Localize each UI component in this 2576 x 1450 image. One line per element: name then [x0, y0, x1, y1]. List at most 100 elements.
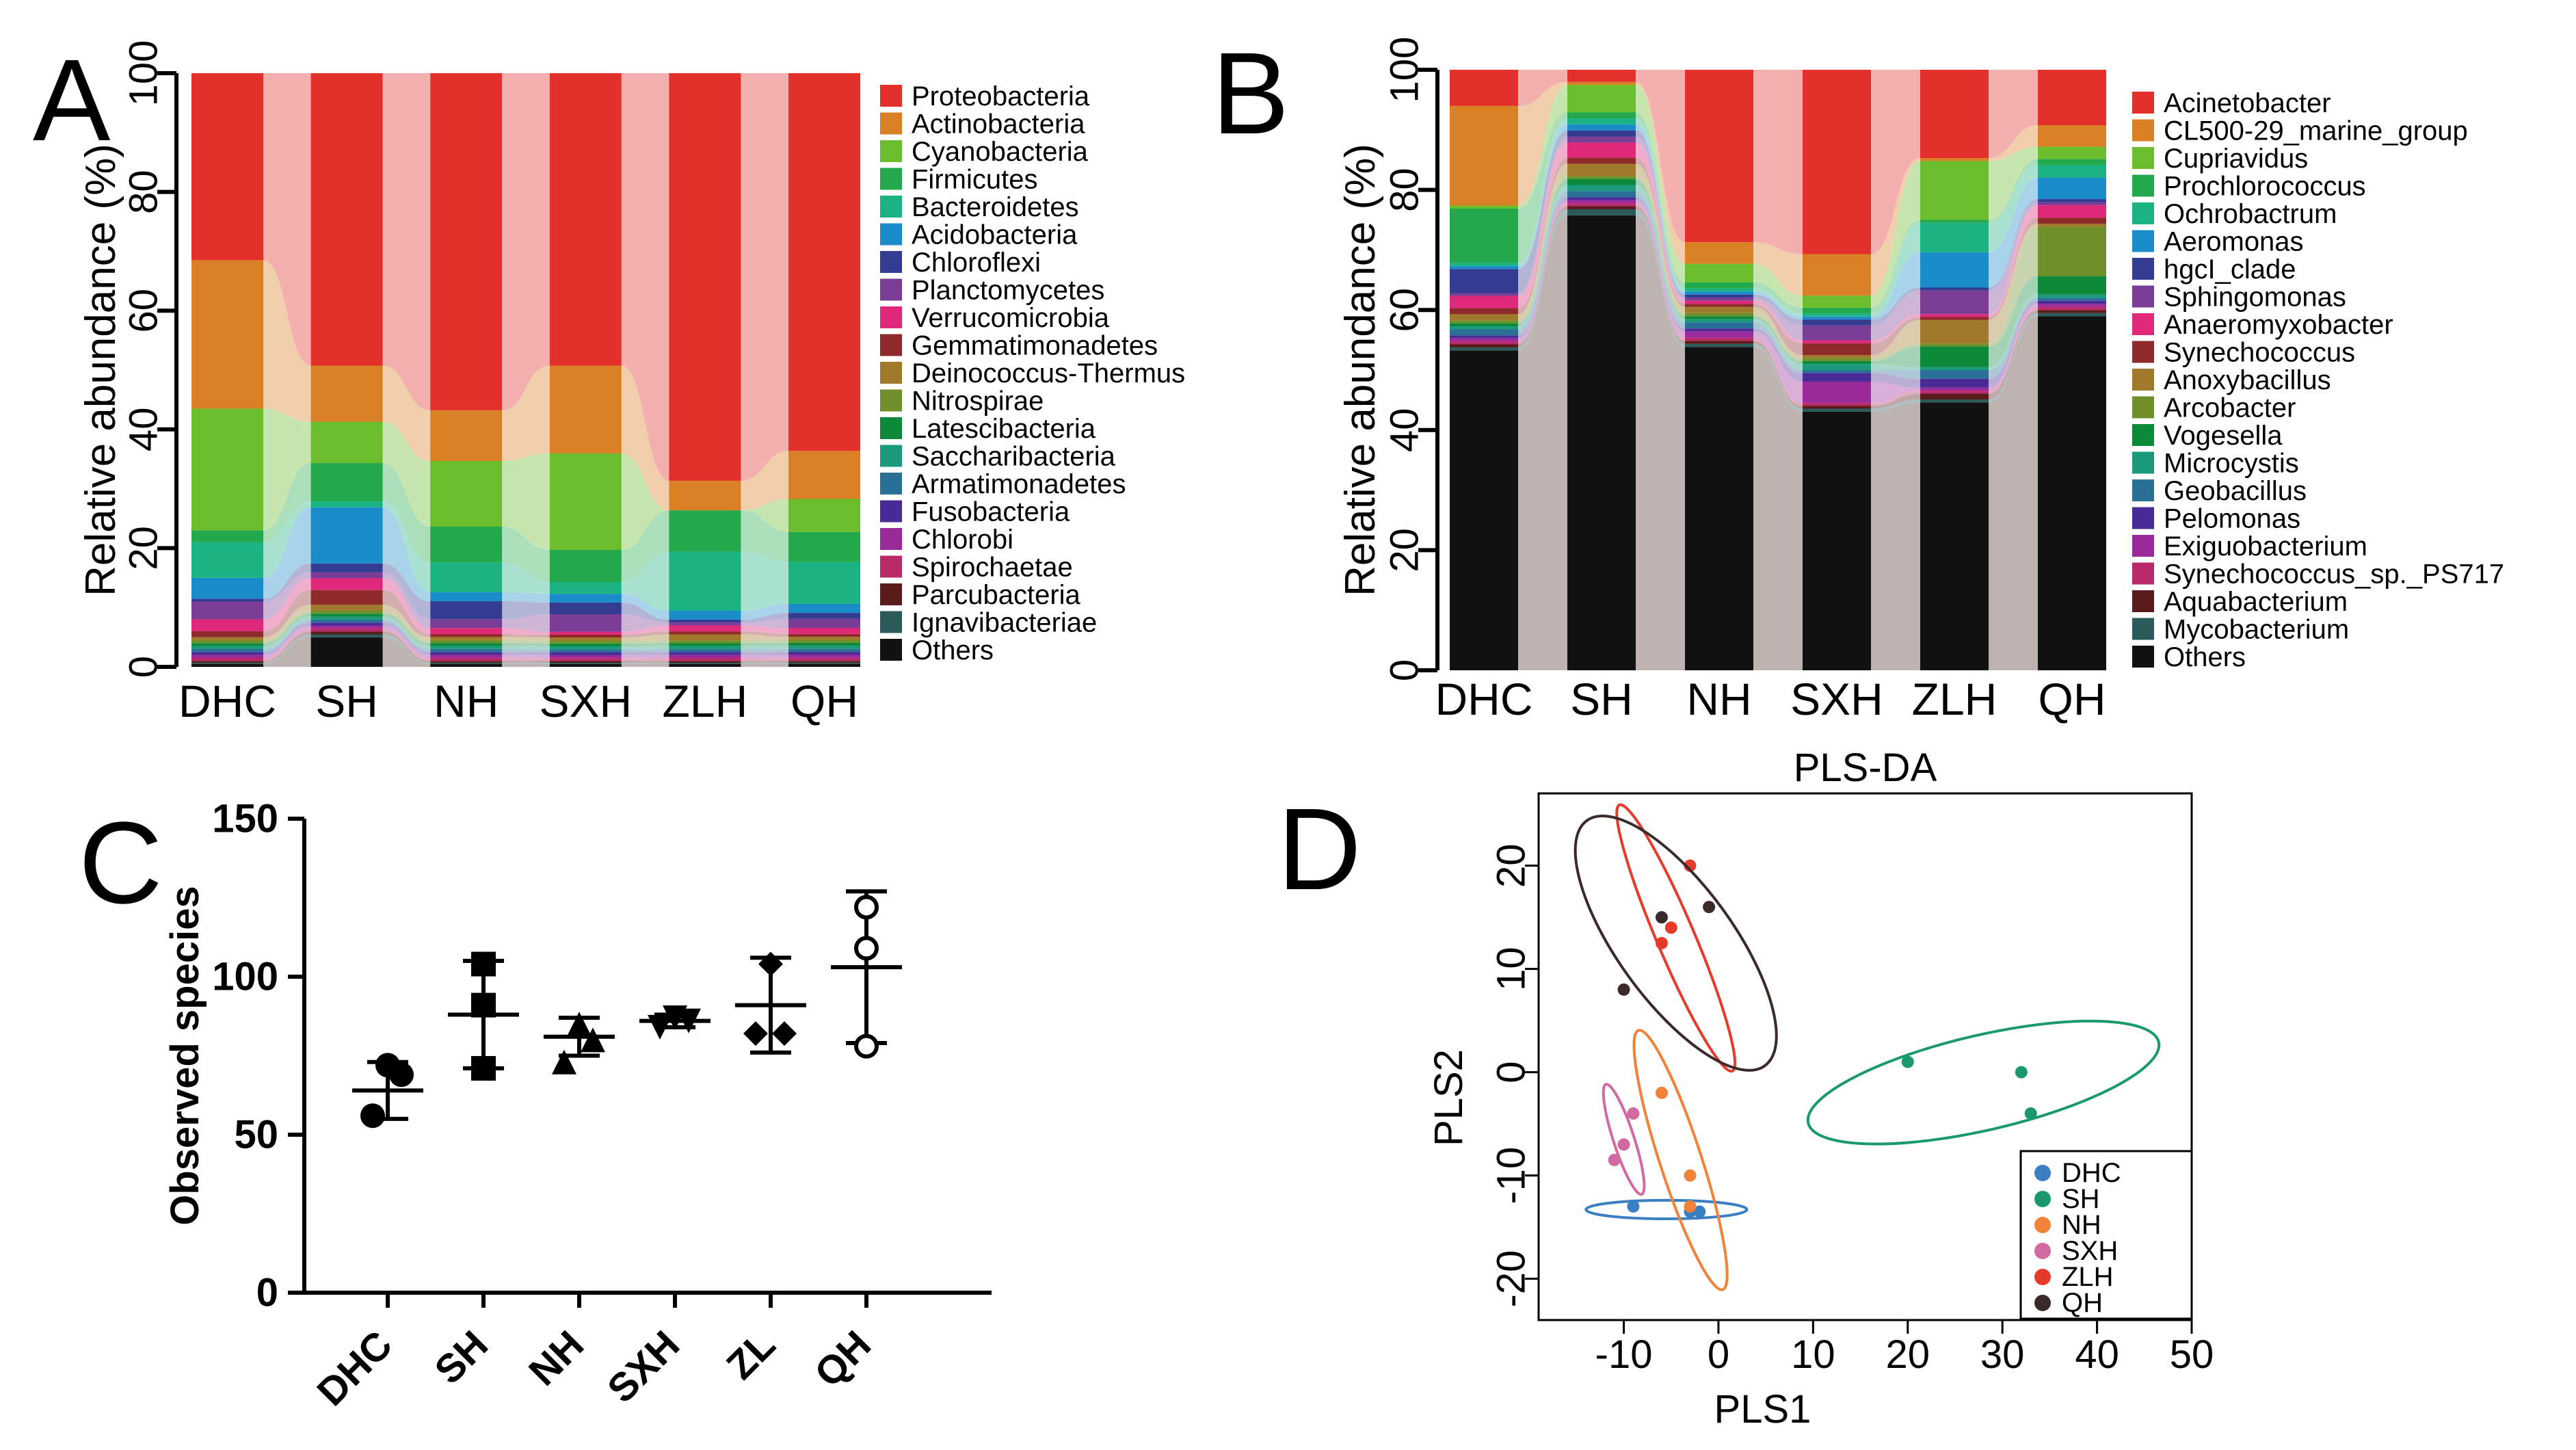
bar-segment-Deinococcus-Thermus-QH — [788, 637, 860, 640]
bar-segment-Others-QH — [2038, 316, 2106, 670]
bar-segment-Proteobacteria-SXH — [549, 73, 622, 366]
legend-swatch-Anoxybacillus — [2132, 369, 2154, 391]
flow-band-Prochlorococcus — [1636, 112, 1685, 289]
bar-segment-Synechococcus_sp._PS717-ZLH — [1920, 391, 1989, 394]
bar-segment-Nitrospirae-QH — [788, 640, 860, 643]
flow-band-Synechococcus_sp._PS717 — [1871, 391, 1920, 406]
bar-segment-hgcI_clade-NH — [1685, 294, 1753, 298]
bar-segment-Latescibacteria-ZLH — [669, 643, 741, 646]
flow-band-Pelomonas — [1753, 328, 1803, 382]
bar-segment-Armatimonadetes-SH — [310, 619, 383, 623]
bar-segment-Others-DHC — [1450, 350, 1518, 670]
flow-band-Cyanobacteria — [502, 453, 550, 550]
bar-segment-Geobacillus-NH — [1685, 322, 1753, 329]
bar-segment-Firmicutes-SXH — [549, 549, 622, 582]
flow-band-Anaeromyxobacter — [1753, 300, 1803, 343]
legend-swatch-Chlorobi — [880, 528, 902, 550]
flow-band-Armatimonadetes — [621, 649, 669, 652]
panel-label-d: D — [1277, 785, 1362, 914]
bar-segment-Synechococcus_sp._PS717-DHC — [1450, 341, 1518, 345]
flow-band-Sphingomonas — [1518, 136, 1567, 296]
bar-segment-Parcubacteria-NH — [430, 661, 503, 663]
flow-band-Arcobacter — [1518, 176, 1567, 324]
legend-swatch-Firmicutes — [880, 168, 902, 190]
bar-segment-Acidobacteria-SH — [310, 507, 383, 564]
bar-segment-Chlorobi-DHC — [191, 655, 263, 658]
legend-swatch-Others — [880, 639, 902, 661]
bar-segment-Chlorobi-QH — [788, 655, 860, 658]
bar-segment-Anoxybacillus-SH — [1567, 163, 1636, 176]
flow-band-Anoxybacillus — [1989, 224, 2038, 344]
bar-segment-Pelomonas-NH — [1685, 328, 1753, 332]
bar-segment-Actinobacteria-DHC — [191, 260, 263, 409]
flow-band-Aquabacterium — [1636, 206, 1685, 344]
flow-band-CL500-29_marine_group — [1871, 158, 1920, 296]
x-tick-label: SH — [426, 1322, 496, 1393]
flow-band-Anaeromyxobacter — [1871, 314, 1920, 343]
bar-segment-Acidobacteria-NH — [430, 592, 503, 602]
flow-band-Arcobacter — [1636, 176, 1685, 317]
x-tick-label: DHC — [178, 676, 276, 726]
legend-swatch-Aquabacterium — [2132, 590, 2154, 612]
bar-segment-Anoxybacillus-QH — [2038, 224, 2106, 227]
flow-band-Anoxybacillus — [1753, 306, 1803, 358]
bar-segment-Synechococcus-SXH — [1803, 343, 1871, 356]
bar-segment-CL500-29_marine_group-DHC — [1450, 105, 1518, 206]
flow-band-Prochlorococcus — [1871, 220, 1920, 314]
legend-label: Verrucomicrobia — [912, 303, 1110, 333]
x-axis-title: PLS1 — [1714, 1387, 1811, 1432]
bar-segment-Bacteroidetes-SXH — [549, 582, 622, 594]
flow-band-Acinetobacter — [1636, 70, 1685, 243]
bar-segment-Others-SH — [310, 637, 383, 667]
flow-band-Ignavibacteriae — [382, 634, 431, 664]
bar-segment-Anaeromyxobacter-ZLH — [1920, 314, 1989, 317]
legend-swatch-Acinetobacter — [2132, 92, 2154, 114]
flow-band-Parcubacteria — [621, 661, 669, 663]
flow-band-Mycobacterium — [1636, 209, 1685, 347]
legend-swatch-Arcobacter — [2132, 396, 2154, 419]
bar-segment-Others-NH — [1685, 347, 1753, 670]
bar-segment-Pelomonas-QH — [2038, 300, 2106, 304]
bar-segment-Parcubacteria-SXH — [549, 661, 622, 663]
flow-band-Chlorobi — [621, 655, 669, 659]
flow-band-Others — [1636, 215, 1685, 670]
y-tick-label: 20 — [1383, 528, 1427, 572]
legend-swatch-Geobacillus — [2132, 479, 2154, 501]
bar-segment-Saccharibacteria-SH — [310, 616, 383, 620]
bar-segment-Pelomonas-DHC — [1450, 335, 1518, 339]
bar-segment-Arcobacter-DHC — [1450, 320, 1518, 324]
data-point-NH — [581, 1027, 605, 1053]
legend-label: Ochrobactrum — [2164, 199, 2337, 229]
legend-label: Exiguobacterium — [2164, 531, 2367, 562]
bar-segment-Acinetobacter-NH — [1685, 70, 1753, 243]
legend-swatch-Mycobacterium — [2132, 618, 2154, 640]
data-point-SH — [2024, 1107, 2037, 1120]
ellipse-DHC — [1584, 1198, 1749, 1221]
flow-band-Aeromonas — [1753, 291, 1803, 320]
bar-segment-Saccharibacteria-NH — [430, 646, 503, 649]
bar-segment-Anoxybacillus-NH — [1685, 306, 1753, 313]
bar-segment-Verrucomicrobia-QH — [788, 628, 860, 634]
flow-band-Deinococcus-Thermus — [382, 605, 431, 640]
flow-band-Geobacillus — [1518, 191, 1567, 336]
bars — [191, 73, 860, 667]
legend-label: Ignavibacteriae — [912, 608, 1097, 638]
flow-band-CL500-29_marine_group — [1518, 81, 1567, 206]
bar-segment-Acinetobacter-SXH — [1803, 70, 1871, 254]
legend-swatch-Nitrospirae — [880, 389, 902, 412]
data-point-ZLH — [1655, 936, 1668, 949]
bar-segment-Ochrobactrum-DHC — [1450, 263, 1518, 266]
flow-band-Acinetobacter — [1753, 70, 1803, 254]
flow-band-Spirochaetae — [263, 628, 311, 661]
bar-segment-Firmicutes-ZLH — [669, 510, 741, 552]
legend-swatch-Proteobacteria — [880, 85, 902, 107]
bar-segment-Parcubacteria-SH — [310, 631, 383, 635]
x-tick-label: SXH — [599, 1322, 688, 1411]
flow-band-Planctomycetes — [382, 572, 431, 629]
flow-band-Proteobacteria — [502, 73, 550, 410]
flow-band-Aquabacterium — [1871, 393, 1920, 409]
bar-segment-Acinetobacter-QH — [2038, 70, 2106, 126]
data-point-SXH — [1617, 1138, 1630, 1151]
flow-band-Others — [621, 663, 669, 667]
bar-segment-Anoxybacillus-SXH — [1803, 355, 1871, 358]
